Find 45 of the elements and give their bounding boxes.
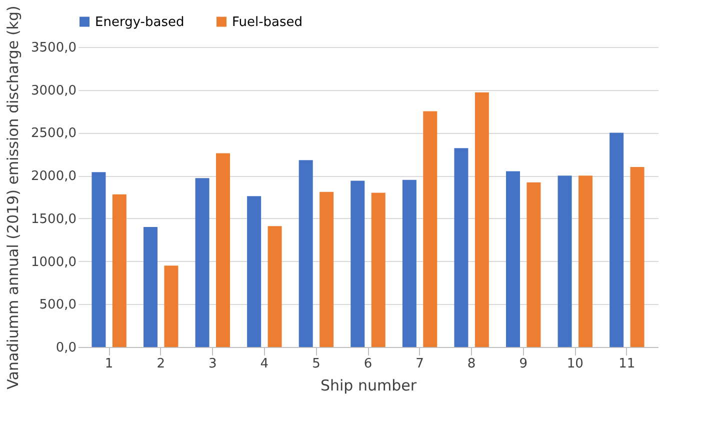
- x-axis-title: Ship number: [320, 376, 418, 394]
- bar: [112, 194, 126, 347]
- bar: [92, 172, 106, 347]
- bar: [558, 176, 572, 347]
- y-tick-label: 0,0: [56, 340, 76, 356]
- bar: [298, 160, 313, 347]
- y-axis-title: Vanadiumm annual (2019) emission discharge (kg): [4, 6, 22, 390]
- x-tick-label: 11: [618, 356, 636, 372]
- bar: [216, 153, 230, 347]
- y-tick-label: 3000,0: [31, 83, 76, 98]
- y-tick-label: 2000,0: [31, 169, 76, 184]
- x-tick-label: 5: [312, 356, 320, 372]
- bar: [371, 192, 386, 347]
- x-tick-label: 10: [566, 356, 584, 372]
- legend-label: Fuel-based: [232, 14, 303, 30]
- x-tick-label: 3: [208, 356, 217, 372]
- bar: [630, 167, 644, 347]
- bar: [423, 111, 438, 347]
- bar: [454, 148, 468, 347]
- bar: [195, 178, 210, 347]
- bar: [506, 171, 520, 347]
- bar: [474, 92, 489, 347]
- y-tick-label: 500,0: [39, 298, 76, 313]
- x-tick-label: 7: [416, 356, 424, 372]
- bar: [247, 196, 262, 347]
- x-tick-label: 1: [104, 356, 114, 372]
- y-tick-label: 2500,0: [31, 126, 76, 142]
- x-tick-label: 4: [260, 356, 269, 372]
- bar: [610, 132, 624, 347]
- bar: [350, 180, 365, 347]
- bar: [164, 266, 178, 347]
- x-tick-label: 6: [364, 356, 372, 372]
- bar: [578, 176, 592, 347]
- x-tick-label: 8: [467, 356, 476, 372]
- bar: [268, 226, 282, 347]
- x-tick-label: 9: [519, 356, 528, 372]
- bar: [144, 227, 158, 347]
- y-tick-label: 1000,0: [31, 254, 76, 270]
- bar: [402, 180, 416, 347]
- legend-label: Energy-based: [95, 14, 184, 30]
- bar: [320, 192, 334, 347]
- y-tick-label: 3500,0: [31, 40, 76, 56]
- y-tick-label: 1500,0: [31, 212, 76, 227]
- x-tick-label: 2: [156, 356, 165, 372]
- bar: [526, 182, 541, 347]
